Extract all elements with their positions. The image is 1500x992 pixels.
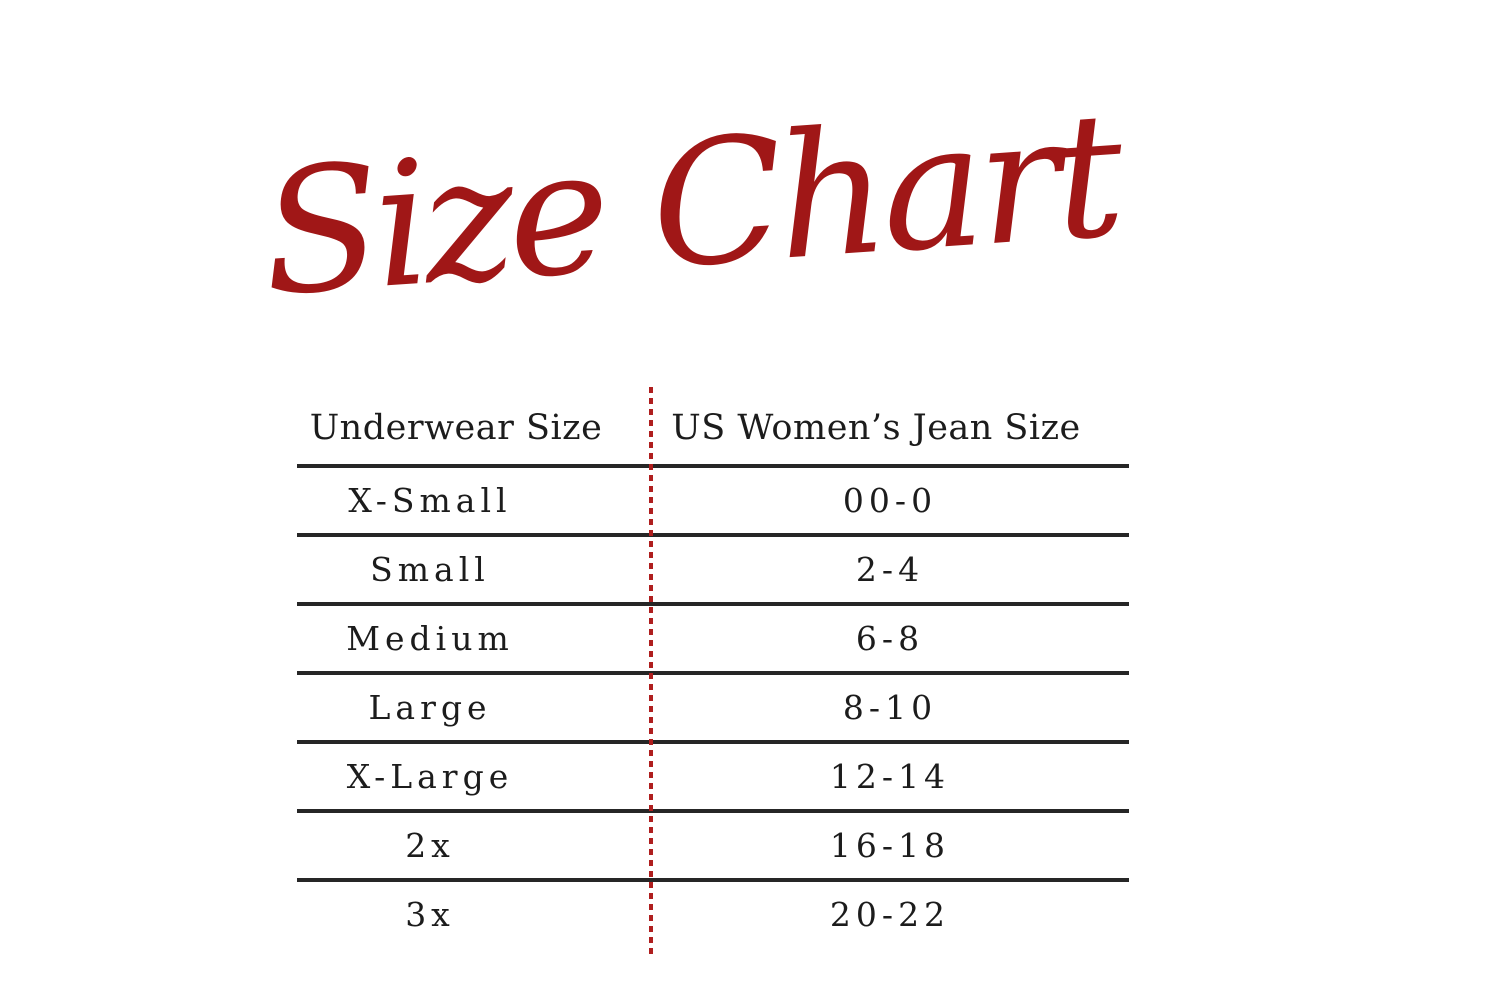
table-row: Medium 6-8 <box>297 602 1129 671</box>
table-row: X-Large 12-14 <box>297 740 1129 809</box>
jean-size-cell: 20-22 <box>829 895 951 934</box>
jean-size-cell: 6-8 <box>855 619 925 658</box>
column-header-underwear-size: Underwear Size <box>309 408 603 448</box>
table-row: 2x 16-18 <box>297 809 1129 878</box>
size-table: Underwear Size US Women’s Jean Size X-Sm… <box>297 392 1129 947</box>
table-row: 3x 20-22 <box>297 878 1129 947</box>
table-header-row: Underwear Size US Women’s Jean Size <box>297 392 1129 464</box>
underwear-size-cell: 3x <box>405 895 455 934</box>
table-row: Large 8-10 <box>297 671 1129 740</box>
table-row: Small 2-4 <box>297 533 1129 602</box>
underwear-size-cell: Large <box>368 688 492 727</box>
jean-size-cell: 16-18 <box>829 826 951 865</box>
underwear-size-cell: Medium <box>346 619 514 658</box>
underwear-size-cell: X-Small <box>348 481 512 520</box>
underwear-size-cell: X-Large <box>346 757 514 796</box>
column-header-jean-size: US Women’s Jean Size <box>671 408 1081 448</box>
jean-size-cell: 2-4 <box>855 550 925 589</box>
jean-size-cell: 12-14 <box>829 757 951 796</box>
table-row: X-Small 00-0 <box>297 464 1129 533</box>
column-divider-dotted-line <box>649 387 653 957</box>
page-title: Size Chart <box>255 74 1125 335</box>
underwear-size-cell: 2x <box>405 826 455 865</box>
jean-size-cell: 00-0 <box>842 481 938 520</box>
underwear-size-cell: Small <box>370 550 490 589</box>
jean-size-cell: 8-10 <box>842 688 938 727</box>
